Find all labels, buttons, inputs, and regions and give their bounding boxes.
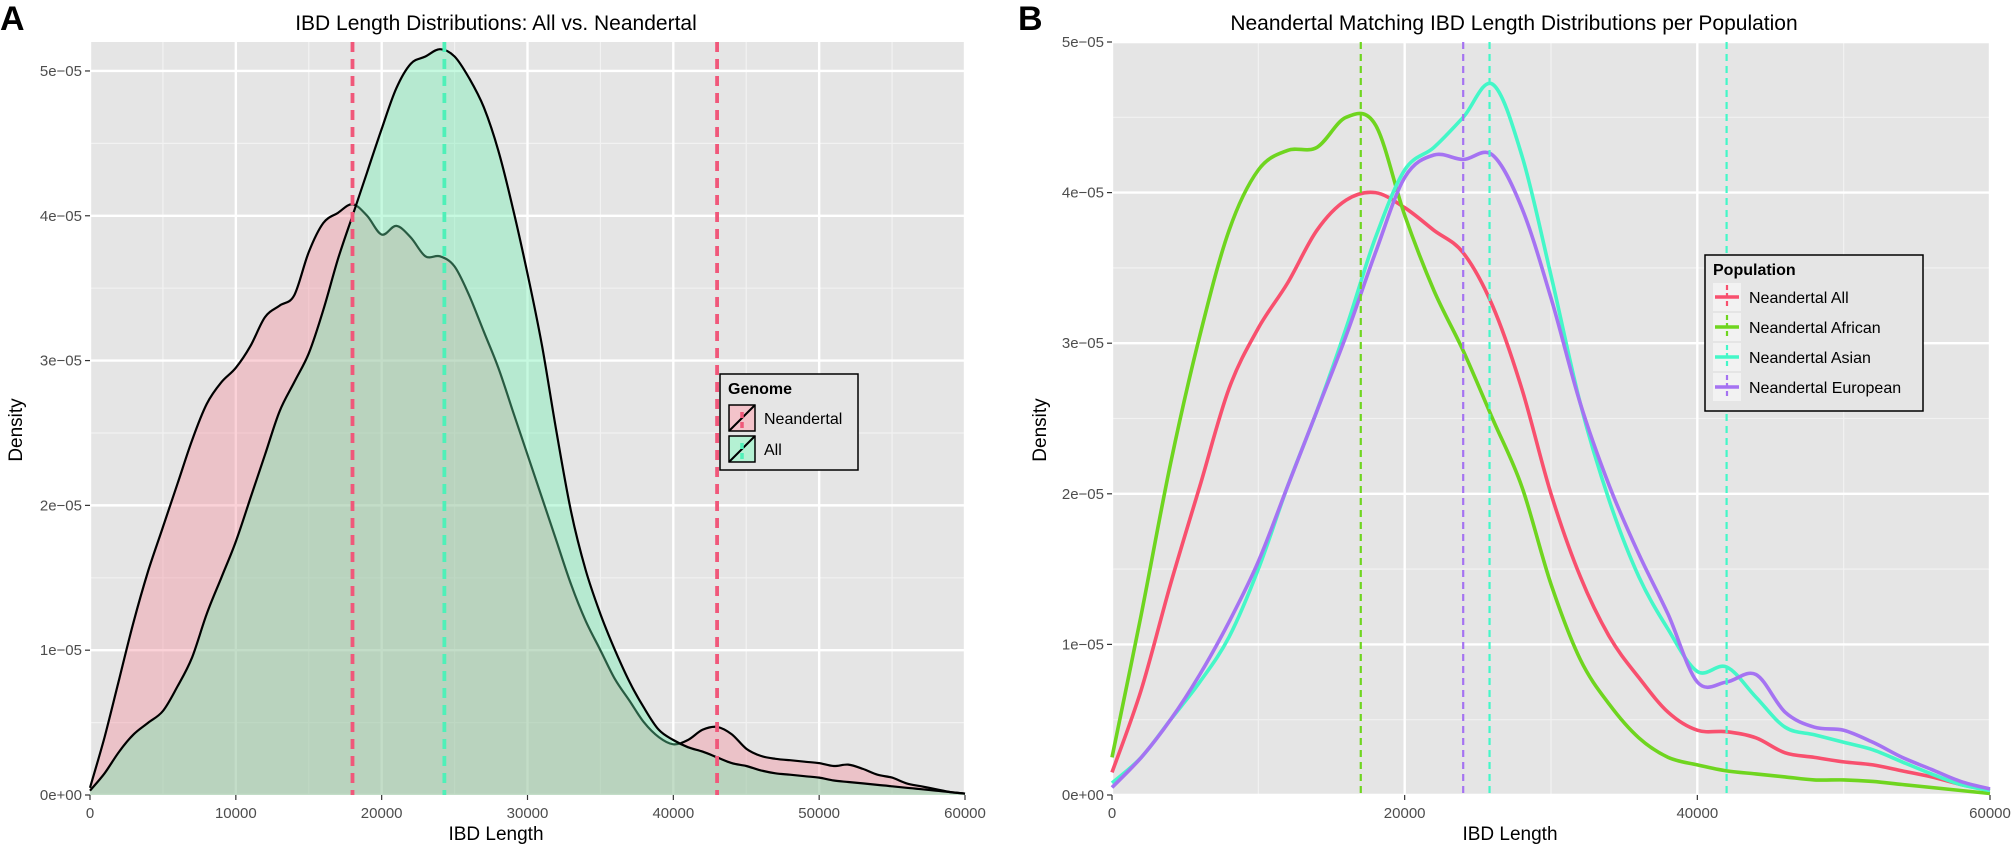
panel-b-y-tick-label: 0e+00 — [1062, 787, 1104, 804]
panel-b-legend: Population Neandertal All Neandertal Afric… — [1704, 254, 1924, 412]
panel-b-series-line-2 — [1110, 81, 1991, 793]
panel-a-x-tick-label: 50000 — [798, 805, 840, 822]
panel-b-series-line-1 — [1110, 111, 1991, 796]
panel-b-y-tick-label: 2e−05 — [1062, 486, 1104, 503]
panel-b-legend-box — [1704, 254, 1924, 412]
panel-a-series-area-1 — [90, 49, 965, 795]
panel-b-y-tick-label: 4e−05 — [1062, 185, 1104, 202]
panel-a-x-label: IBD Length — [448, 824, 543, 845]
panel-a-x-tick-label: 10000 — [215, 805, 257, 822]
panel-b-x-tick-label: 40000 — [1676, 805, 1718, 822]
panel-a-plot: 0 10000 20000 30000 40000 50000 60000 0e+00 1e−0… — [40, 42, 986, 822]
panel-b-label: B — [1018, 0, 1043, 38]
panel-a-y-tick-label: 2e−05 — [40, 497, 82, 514]
panel-b-series-line-0 — [1110, 190, 1991, 793]
panel-b-y-tick-label: 3e−05 — [1062, 335, 1104, 352]
panel-b-x-tick-label: 0 — [1108, 805, 1116, 822]
panel-a-y-tick-label: 3e−05 — [40, 353, 82, 370]
panel-a-y-tick-label: 4e−05 — [40, 208, 82, 225]
panel-a-series-outline-1 — [89, 48, 966, 795]
panel-a-y-tick-label: 5e−05 — [40, 63, 82, 80]
panel-a-legend: Genome Neandertal All — [719, 373, 859, 471]
panel-b-y-tick-label: 1e−05 — [1062, 636, 1104, 653]
panel-b-legend-label: Neandertal Asian — [1749, 350, 1871, 367]
panel-b-y-label: Density — [1030, 398, 1051, 462]
panel-b-x-tick-label: 20000 — [1384, 805, 1426, 822]
panel-b-series-line-3 — [1110, 150, 1991, 791]
panel-a-title: IBD Length Distributions: All vs. Neande… — [295, 12, 697, 35]
panel-a-legend-label: All — [764, 442, 782, 459]
panel-a-x-tick-label: 40000 — [652, 805, 694, 822]
panel-a-x-tick-label: 60000 — [944, 805, 986, 822]
panel-b-legend-label: Neandertal All — [1749, 290, 1849, 307]
panel-a-x-tick-label: 0 — [86, 805, 94, 822]
panel-a-series-outline-0 — [88, 203, 966, 795]
panel-a-label: A — [0, 0, 25, 38]
panel-b-title: Neandertal Matching IBD Length Distribut… — [1230, 12, 1797, 35]
panel-a-x-tick-label: 30000 — [507, 805, 549, 822]
panel-b-x-label: IBD Length — [1462, 824, 1557, 845]
panel-a-x-tick-label: 20000 — [361, 805, 403, 822]
panel-a-y-tick-label: 1e−05 — [40, 642, 82, 659]
panel-b-legend-label: Neandertal European — [1749, 380, 1901, 397]
panel-b-plot: 0 20000 40000 60000 0e+00 1e−05 2e−05 3e−05 4e−0… — [1062, 34, 2011, 822]
panel-b-y-tick-label: 5e−05 — [1062, 34, 1104, 51]
panel-a-legend-label: Neandertal — [764, 411, 842, 428]
panel-a-y-label: Density — [6, 398, 27, 462]
panel-a-legend-title: Genome — [728, 381, 792, 398]
panel-b-legend-label: Neandertal African — [1749, 320, 1881, 337]
panel-b-x-tick-label: 60000 — [1969, 805, 2011, 822]
panel-a-y-tick-label: 0e+00 — [40, 787, 82, 804]
panel-b-legend-title: Population — [1713, 262, 1796, 279]
